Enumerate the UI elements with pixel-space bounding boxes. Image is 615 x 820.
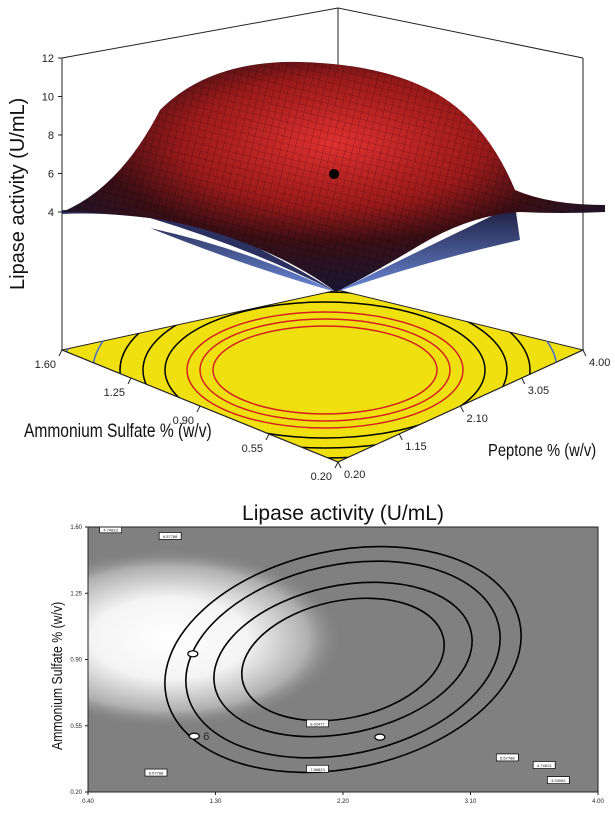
ammonium-tick-label: 0.20 xyxy=(311,471,332,480)
design-point xyxy=(374,733,386,741)
base-contour-line xyxy=(186,311,464,429)
z-tick-label: 12 xyxy=(42,53,54,65)
surface-svg: 4 6 8 10 12 0.20 0.55 0.90 1.25 1.60 0.20 1.15 2.1… xyxy=(7,7,610,480)
peptone-tick-mark xyxy=(582,349,587,357)
base-contour-line xyxy=(212,325,438,415)
peptone-tick-label: 1.15 xyxy=(405,441,426,453)
peptone-tick-mark xyxy=(398,433,403,441)
z-axis-ticks: 4 6 8 10 12 xyxy=(42,53,62,219)
peptone-axis-title: Peptone % (w/v) xyxy=(488,441,596,461)
contour-y-tick-label: 0.20 xyxy=(70,790,82,796)
contour-value-label: 6.57788 xyxy=(500,755,515,760)
design-point xyxy=(188,732,200,740)
contour-svg: Lipase activity (U/mL) 6 4.74813 6.57788 8… xyxy=(49,502,605,805)
z-tick-label: 6 xyxy=(48,169,54,181)
ammonium-tick-mark xyxy=(58,349,63,357)
high-activity-region xyxy=(88,527,598,792)
contour-y-ticks: 0.20 0.55 0.90 1.25 1.60 xyxy=(70,525,88,796)
contour-y-tick-label: 0.90 xyxy=(70,658,82,664)
contour-value-box xyxy=(99,527,123,534)
peptone-axis-ticks: 0.20 1.15 2.10 3.05 4.00 xyxy=(337,349,610,480)
peptone-tick-label: 4.00 xyxy=(589,357,610,369)
contour-x-tick-label: 4.00 xyxy=(592,799,604,805)
z-tick-label: 8 xyxy=(48,130,54,142)
ammonium-tick-label: 0.90 xyxy=(173,415,194,427)
z-tick-label: 10 xyxy=(42,92,54,104)
contour-value-box xyxy=(546,776,570,784)
design-point xyxy=(187,650,199,658)
ammonium-axis-title: Ammonium Sulfate % (w/v) xyxy=(24,420,212,442)
contour-value-box xyxy=(144,768,168,777)
peptone-tick-mark xyxy=(337,461,342,469)
surface-underside xyxy=(150,205,520,292)
contour-x-tick-label: 3.10 xyxy=(465,799,477,805)
ammonium-tick-mark xyxy=(196,405,201,413)
design-point-label: 6 xyxy=(203,731,209,743)
ammonium-tick-mark xyxy=(265,433,270,441)
contour-value-label: 7.66823 xyxy=(310,767,325,772)
contour-value-label: 4.74813 xyxy=(103,527,118,532)
response-surface-plot: 4 6 8 10 12 0.20 0.55 0.90 1.25 1.60 0.20 1.15 2.1… xyxy=(7,7,610,480)
contour-line xyxy=(213,581,473,738)
peptone-tick-label: 3.05 xyxy=(528,385,549,397)
peptone-tick-mark xyxy=(460,405,464,413)
contour-y-tick-label: 0.55 xyxy=(70,724,82,730)
contour-plot: Lipase activity (U/mL) 6 4.74813 6.57788 8… xyxy=(0,480,615,820)
contour-value-box xyxy=(306,719,329,728)
contour-y-tick-label: 1.60 xyxy=(70,525,82,531)
z-axis-title: Lipase activity (U/mL) xyxy=(7,98,29,290)
optimum-point xyxy=(329,169,339,179)
peptone-tick-mark xyxy=(521,377,526,385)
contour-line xyxy=(240,597,446,722)
ammonium-tick-mark xyxy=(127,377,132,385)
contour-line xyxy=(164,545,522,774)
ammonium-tick-label: 1.25 xyxy=(104,387,125,399)
contour-value-label: 6.57788 xyxy=(149,771,164,776)
contour-value-label: 8.02477 xyxy=(310,721,325,726)
peptone-tick-label: 2.10 xyxy=(467,413,488,425)
contour-line xyxy=(185,560,501,759)
base-contour-line xyxy=(164,301,486,439)
ammonium-axis-ticks: 0.20 0.55 0.90 1.25 1.60 xyxy=(35,349,339,480)
contour-value-label: 4.74813 xyxy=(537,763,552,768)
contour-value-box xyxy=(532,761,556,769)
contour-value-box xyxy=(158,532,182,540)
contour-value-box xyxy=(306,764,329,773)
contour-x-ticks: 0.40 1.30 2.20 3.10 4.00 xyxy=(82,792,604,805)
contour-x-tick-label: 0.40 xyxy=(82,799,94,805)
response-surface xyxy=(62,61,605,292)
contour-value-box xyxy=(495,753,519,762)
ammonium-tick-label: 0.55 xyxy=(242,443,263,455)
contour-x-tick-label: 2.20 xyxy=(337,799,349,805)
ammonium-tick-mark xyxy=(334,461,339,469)
contour-value-label: 6.57788 xyxy=(163,534,178,539)
contour-y-tick-label: 1.25 xyxy=(70,591,82,597)
contour-value-label: 3.33062 xyxy=(551,778,566,783)
z-tick-label: 4 xyxy=(48,207,54,219)
contour-y-axis-title: Ammonium Sulfate % (w/v) xyxy=(49,602,65,750)
contour-title: Lipase activity (U/mL) xyxy=(242,502,444,525)
contour-x-tick-label: 1.30 xyxy=(210,799,222,805)
ammonium-tick-label: 1.60 xyxy=(35,359,56,371)
peptone-tick-label: 0.20 xyxy=(344,469,365,480)
base-contour-line xyxy=(199,318,451,422)
